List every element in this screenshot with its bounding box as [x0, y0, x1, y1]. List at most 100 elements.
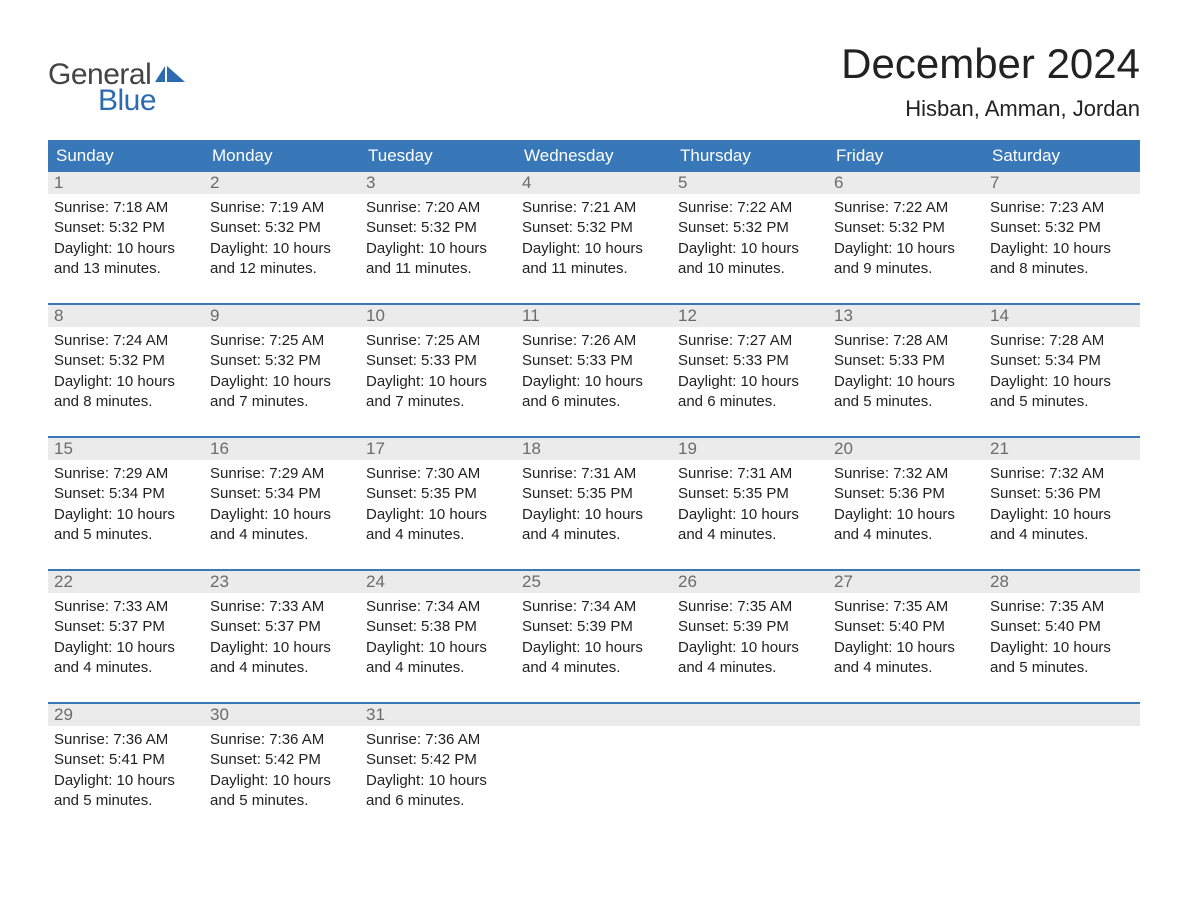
- day-cell: 22Sunrise: 7:33 AMSunset: 5:37 PMDayligh…: [48, 571, 204, 703]
- day-content: Sunrise: 7:36 AMSunset: 5:42 PMDaylight:…: [204, 726, 360, 811]
- day-content: Sunrise: 7:22 AMSunset: 5:32 PMDaylight:…: [828, 194, 984, 279]
- sunset-text: Sunset: 5:40 PM: [834, 617, 978, 637]
- day-content: Sunrise: 7:32 AMSunset: 5:36 PMDaylight:…: [828, 460, 984, 545]
- day-cell: 7Sunrise: 7:23 AMSunset: 5:32 PMDaylight…: [984, 172, 1140, 304]
- day-number: 17: [360, 438, 516, 460]
- daylight-text: Daylight: 10 hours and 4 minutes.: [678, 638, 822, 679]
- daylight-text: Daylight: 10 hours and 4 minutes.: [210, 505, 354, 546]
- day-cell: 2Sunrise: 7:19 AMSunset: 5:32 PMDaylight…: [204, 172, 360, 304]
- title-block: December 2024 Hisban, Amman, Jordan: [841, 40, 1140, 122]
- sunset-text: Sunset: 5:39 PM: [522, 617, 666, 637]
- day-cell: [516, 704, 672, 836]
- sunrise-text: Sunrise: 7:35 AM: [834, 597, 978, 617]
- sunset-text: Sunset: 5:32 PM: [54, 351, 198, 371]
- sunset-text: Sunset: 5:36 PM: [834, 484, 978, 504]
- day-cell: 29Sunrise: 7:36 AMSunset: 5:41 PMDayligh…: [48, 704, 204, 836]
- daylight-text: Daylight: 10 hours and 11 minutes.: [366, 239, 510, 280]
- day-number: 25: [516, 571, 672, 593]
- day-cell: [984, 704, 1140, 836]
- day-number: 5: [672, 172, 828, 194]
- day-number: 21: [984, 438, 1140, 460]
- day-content: Sunrise: 7:18 AMSunset: 5:32 PMDaylight:…: [48, 194, 204, 279]
- day-content: Sunrise: 7:35 AMSunset: 5:39 PMDaylight:…: [672, 593, 828, 678]
- sunrise-text: Sunrise: 7:25 AM: [366, 331, 510, 351]
- day-content: Sunrise: 7:25 AMSunset: 5:33 PMDaylight:…: [360, 327, 516, 412]
- day-number: 22: [48, 571, 204, 593]
- sunset-text: Sunset: 5:32 PM: [990, 218, 1134, 238]
- sunset-text: Sunset: 5:32 PM: [366, 218, 510, 238]
- week-row: 1Sunrise: 7:18 AMSunset: 5:32 PMDaylight…: [48, 172, 1140, 304]
- sunset-text: Sunset: 5:39 PM: [678, 617, 822, 637]
- day-number: 28: [984, 571, 1140, 593]
- sunrise-text: Sunrise: 7:28 AM: [990, 331, 1134, 351]
- sunset-text: Sunset: 5:33 PM: [366, 351, 510, 371]
- day-content: Sunrise: 7:33 AMSunset: 5:37 PMDaylight:…: [48, 593, 204, 678]
- sunrise-text: Sunrise: 7:35 AM: [990, 597, 1134, 617]
- daylight-text: Daylight: 10 hours and 5 minutes.: [54, 771, 198, 812]
- sunset-text: Sunset: 5:32 PM: [678, 218, 822, 238]
- daylight-text: Daylight: 10 hours and 13 minutes.: [54, 239, 198, 280]
- day-number: 19: [672, 438, 828, 460]
- sunset-text: Sunset: 5:35 PM: [678, 484, 822, 504]
- day-number: 10: [360, 305, 516, 327]
- day-content: Sunrise: 7:26 AMSunset: 5:33 PMDaylight:…: [516, 327, 672, 412]
- sunrise-text: Sunrise: 7:22 AM: [834, 198, 978, 218]
- week-row: 8Sunrise: 7:24 AMSunset: 5:32 PMDaylight…: [48, 305, 1140, 437]
- weekday-header: Thursday: [672, 140, 828, 172]
- day-number: 15: [48, 438, 204, 460]
- sunset-text: Sunset: 5:32 PM: [834, 218, 978, 238]
- weekday-header: Monday: [204, 140, 360, 172]
- calendar-table: Sunday Monday Tuesday Wednesday Thursday…: [48, 140, 1140, 836]
- sunrise-text: Sunrise: 7:21 AM: [522, 198, 666, 218]
- week-row: 15Sunrise: 7:29 AMSunset: 5:34 PMDayligh…: [48, 438, 1140, 570]
- day-cell: 30Sunrise: 7:36 AMSunset: 5:42 PMDayligh…: [204, 704, 360, 836]
- day-content: Sunrise: 7:31 AMSunset: 5:35 PMDaylight:…: [672, 460, 828, 545]
- sunset-text: Sunset: 5:34 PM: [54, 484, 198, 504]
- daylight-text: Daylight: 10 hours and 4 minutes.: [522, 638, 666, 679]
- sunrise-text: Sunrise: 7:25 AM: [210, 331, 354, 351]
- day-content: Sunrise: 7:23 AMSunset: 5:32 PMDaylight:…: [984, 194, 1140, 279]
- sunrise-text: Sunrise: 7:27 AM: [678, 331, 822, 351]
- sunrise-text: Sunrise: 7:28 AM: [834, 331, 978, 351]
- daylight-text: Daylight: 10 hours and 4 minutes.: [366, 505, 510, 546]
- day-number: 6: [828, 172, 984, 194]
- day-cell: [828, 704, 984, 836]
- sunrise-text: Sunrise: 7:32 AM: [990, 464, 1134, 484]
- day-number-empty: [984, 704, 1140, 726]
- day-cell: 18Sunrise: 7:31 AMSunset: 5:35 PMDayligh…: [516, 438, 672, 570]
- logo: General Blue: [48, 40, 185, 118]
- day-number: 7: [984, 172, 1140, 194]
- sunrise-text: Sunrise: 7:19 AM: [210, 198, 354, 218]
- day-content: Sunrise: 7:25 AMSunset: 5:32 PMDaylight:…: [204, 327, 360, 412]
- sunrise-text: Sunrise: 7:18 AM: [54, 198, 198, 218]
- sunrise-text: Sunrise: 7:31 AM: [522, 464, 666, 484]
- day-number: 11: [516, 305, 672, 327]
- day-cell: 19Sunrise: 7:31 AMSunset: 5:35 PMDayligh…: [672, 438, 828, 570]
- daylight-text: Daylight: 10 hours and 4 minutes.: [990, 505, 1134, 546]
- sunset-text: Sunset: 5:33 PM: [678, 351, 822, 371]
- sunrise-text: Sunrise: 7:36 AM: [366, 730, 510, 750]
- daylight-text: Daylight: 10 hours and 4 minutes.: [834, 505, 978, 546]
- day-content: Sunrise: 7:32 AMSunset: 5:36 PMDaylight:…: [984, 460, 1140, 545]
- daylight-text: Daylight: 10 hours and 5 minutes.: [210, 771, 354, 812]
- day-content: Sunrise: 7:34 AMSunset: 5:38 PMDaylight:…: [360, 593, 516, 678]
- sunrise-text: Sunrise: 7:23 AM: [990, 198, 1134, 218]
- day-number-empty: [828, 704, 984, 726]
- week-row: 29Sunrise: 7:36 AMSunset: 5:41 PMDayligh…: [48, 704, 1140, 836]
- day-number: 9: [204, 305, 360, 327]
- day-cell: 6Sunrise: 7:22 AMSunset: 5:32 PMDaylight…: [828, 172, 984, 304]
- sunrise-text: Sunrise: 7:35 AM: [678, 597, 822, 617]
- sunset-text: Sunset: 5:32 PM: [210, 351, 354, 371]
- day-content: Sunrise: 7:30 AMSunset: 5:35 PMDaylight:…: [360, 460, 516, 545]
- sunset-text: Sunset: 5:32 PM: [54, 218, 198, 238]
- daylight-text: Daylight: 10 hours and 5 minutes.: [990, 372, 1134, 413]
- daylight-text: Daylight: 10 hours and 6 minutes.: [522, 372, 666, 413]
- sunrise-text: Sunrise: 7:34 AM: [522, 597, 666, 617]
- daylight-text: Daylight: 10 hours and 5 minutes.: [834, 372, 978, 413]
- day-content: Sunrise: 7:22 AMSunset: 5:32 PMDaylight:…: [672, 194, 828, 279]
- daylight-text: Daylight: 10 hours and 4 minutes.: [522, 505, 666, 546]
- weekday-header: Saturday: [984, 140, 1140, 172]
- day-cell: 31Sunrise: 7:36 AMSunset: 5:42 PMDayligh…: [360, 704, 516, 836]
- daylight-text: Daylight: 10 hours and 7 minutes.: [366, 372, 510, 413]
- day-number: 23: [204, 571, 360, 593]
